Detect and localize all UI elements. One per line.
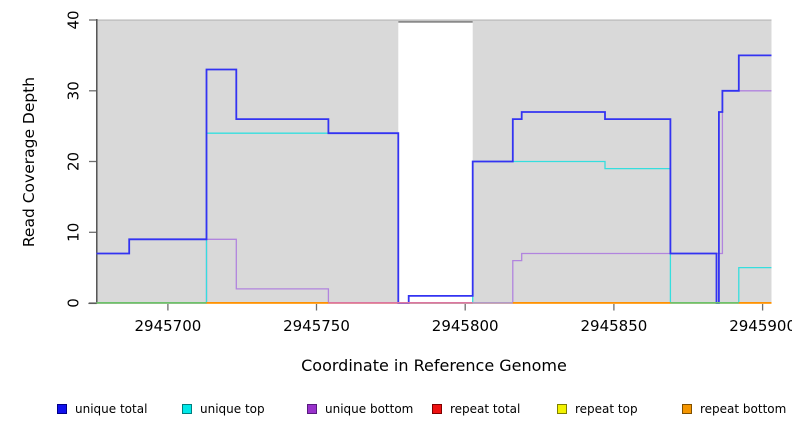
- legend-label: unique total: [75, 402, 148, 416]
- x-tick-label: 2945700: [134, 317, 201, 335]
- legend-label: unique bottom: [325, 402, 414, 416]
- legend-swatch: [432, 404, 442, 414]
- legend-swatch: [557, 404, 567, 414]
- legend-label: unique top: [200, 402, 265, 416]
- x-axis-title: Coordinate in Reference Genome: [301, 356, 567, 375]
- y-axis-title: Read Coverage Depth: [20, 76, 38, 248]
- y-tick-label: 40: [65, 10, 83, 29]
- legend-item-unique-total: unique total: [57, 402, 182, 416]
- y-tick-label: 10: [65, 223, 83, 242]
- legend-label: repeat top: [575, 402, 638, 416]
- y-tick-label: 30: [65, 81, 83, 100]
- y-tick-label: 0: [65, 298, 83, 308]
- shaded-region: [96, 20, 399, 304]
- legend-swatch: [307, 404, 317, 414]
- legend-item-unique-bottom: unique bottom: [307, 402, 432, 416]
- legend-swatch: [682, 404, 692, 414]
- legend-swatch: [57, 404, 67, 414]
- legend-swatch: [182, 404, 192, 414]
- plot-canvas: 2945700 2945750 2945800 2945850 2945900 0 10 20…: [65, 10, 792, 335]
- x-tick-label: 2945800: [432, 317, 499, 335]
- legend-item-unique-top: unique top: [182, 402, 307, 416]
- legend-item-repeat-total: repeat total: [432, 402, 557, 416]
- x-tick-label: 2945900: [729, 317, 792, 335]
- legend-item-repeat-top: repeat top: [557, 402, 682, 416]
- series-unique-total: [96, 54, 772, 304]
- legend-label: repeat total: [450, 402, 521, 416]
- legend: unique total unique top unique bottom repea…: [57, 401, 787, 417]
- legend-item-repeat-bottom: repeat bottom: [682, 402, 792, 416]
- x-tick-label: 2945850: [580, 317, 647, 335]
- y-tick-label: 20: [65, 152, 83, 171]
- legend-label: repeat bottom: [700, 402, 787, 416]
- x-tick-label: 2945750: [283, 317, 350, 335]
